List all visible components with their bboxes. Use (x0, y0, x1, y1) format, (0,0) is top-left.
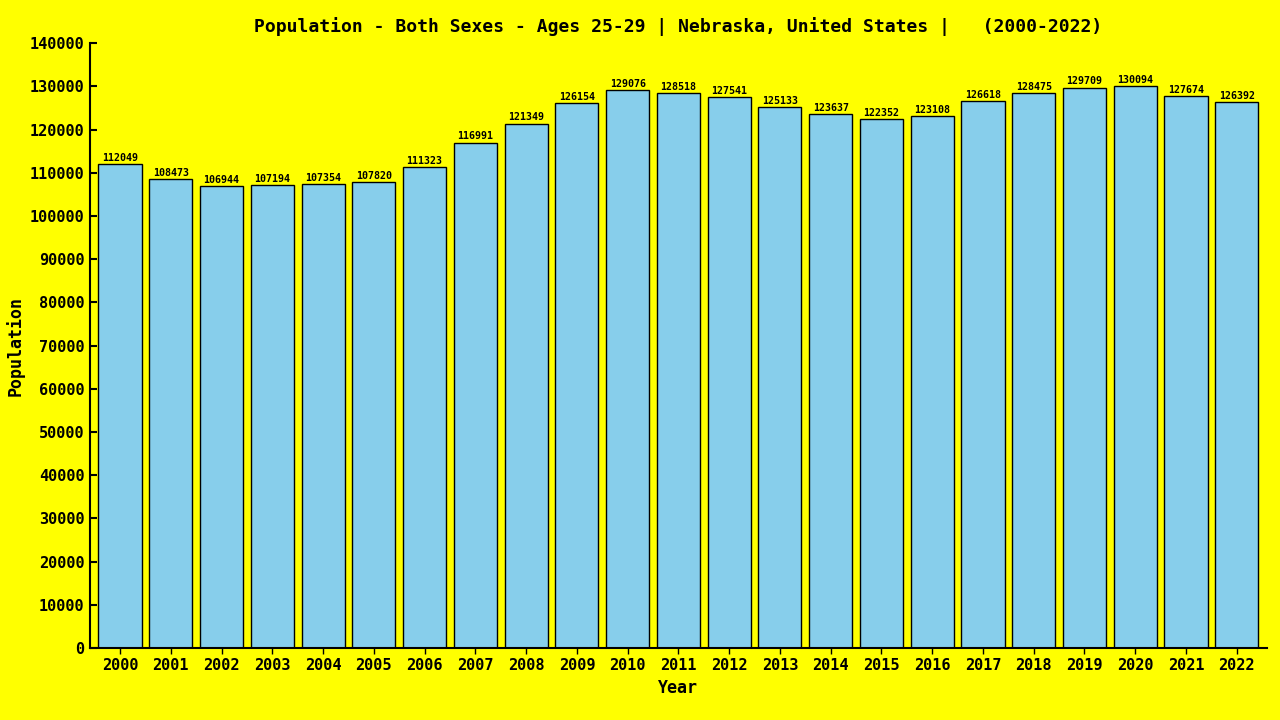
Bar (910, 116, 954, 648)
Text: 129709: 129709 (1066, 76, 1102, 86)
Bar (1062, 88, 1106, 648)
Bar (556, 103, 599, 648)
Bar (657, 93, 700, 648)
Bar (403, 167, 447, 648)
Bar (504, 124, 548, 648)
Bar (150, 179, 192, 648)
Bar (1215, 102, 1258, 648)
Text: 107194: 107194 (255, 174, 291, 184)
Text: 127541: 127541 (712, 86, 748, 96)
Text: 107354: 107354 (305, 173, 340, 183)
Bar (454, 143, 497, 648)
Text: 111323: 111323 (407, 156, 443, 166)
Text: 116991: 116991 (457, 131, 493, 141)
Bar (99, 164, 142, 648)
Text: 122352: 122352 (864, 108, 900, 118)
Text: 123637: 123637 (813, 102, 849, 112)
Text: 106944: 106944 (204, 175, 239, 185)
Text: 129076: 129076 (609, 79, 645, 89)
Bar (860, 120, 902, 648)
Text: 121349: 121349 (508, 112, 544, 122)
Text: 126618: 126618 (965, 90, 1001, 99)
Text: 126392: 126392 (1219, 91, 1254, 101)
Bar (1165, 96, 1207, 648)
Title: Population - Both Sexes - Ages 25-29 | Nebraska, United States |   (2000-2022): Population - Both Sexes - Ages 25-29 | N… (255, 17, 1102, 36)
Bar (605, 91, 649, 648)
Y-axis label: Population: Population (5, 296, 24, 395)
Text: 130094: 130094 (1117, 75, 1153, 85)
Bar (251, 185, 294, 648)
Text: 107820: 107820 (356, 171, 392, 181)
X-axis label: Year: Year (658, 679, 699, 697)
Text: 125133: 125133 (762, 96, 797, 106)
Bar (758, 107, 801, 648)
Text: 112049: 112049 (102, 153, 138, 163)
Bar (1114, 86, 1157, 648)
Bar (352, 182, 396, 648)
Text: 128518: 128518 (660, 81, 696, 91)
Bar (961, 101, 1005, 648)
Bar (1012, 93, 1055, 648)
Text: 127674: 127674 (1167, 85, 1204, 95)
Bar (302, 184, 344, 648)
Text: 123108: 123108 (914, 105, 950, 115)
Text: 126154: 126154 (559, 91, 595, 102)
Text: 128475: 128475 (1016, 81, 1052, 91)
Text: 108473: 108473 (152, 168, 189, 178)
Bar (708, 97, 751, 648)
Bar (809, 114, 852, 648)
Bar (200, 186, 243, 648)
